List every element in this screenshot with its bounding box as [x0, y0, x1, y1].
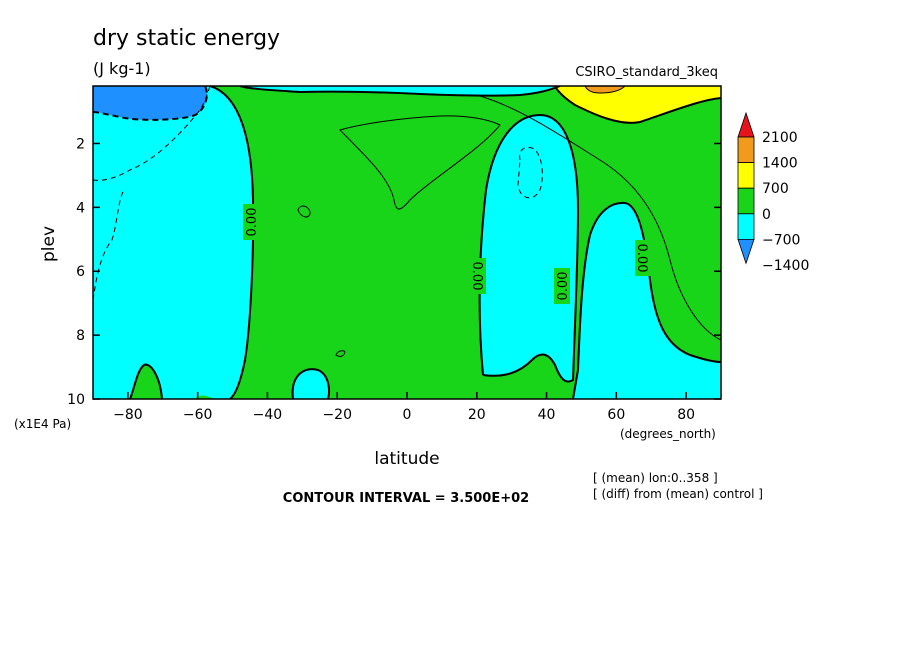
fill-southern-negative [93, 86, 254, 399]
zero-contour-south [209, 86, 255, 399]
x-tick-label: 80 [677, 407, 695, 423]
zero-contour-pocket [291, 368, 330, 399]
y-axis: 2 4 6 8 10 [67, 136, 721, 408]
neg-contour-north-inner [517, 147, 543, 199]
x-tick-label: 60 [607, 407, 625, 423]
colorbar-top-arrow [737, 111, 755, 138]
contour-label-1: 0.00 [245, 208, 260, 237]
y-tick-label: 4 [76, 200, 85, 216]
pos-contour-north [479, 95, 721, 341]
colorbar-label: −700 [762, 232, 800, 248]
chart-title: dry static energy [93, 26, 280, 51]
contour-labels: 0.00 0.00 0.00 0.00 [243, 204, 651, 304]
y-tick-label: 8 [76, 328, 85, 344]
contour-label-2: 0.00 [469, 262, 484, 291]
x-tick-label: 0 [403, 407, 412, 423]
colorbar-label: 0 [762, 207, 771, 223]
fill-negative-pocket-1 [292, 369, 329, 399]
x-axis: −80 −60 −40 −20 0 20 40 60 80 [113, 392, 695, 423]
x-tick-label: −60 [183, 407, 213, 423]
y-axis-units: (x1E4 Pa) [14, 417, 71, 431]
x-tick-label: −20 [322, 407, 352, 423]
colorbar-label: −1400 [762, 258, 809, 274]
contour-fill-layer [93, 86, 721, 399]
x-axis-label: latitude [374, 449, 439, 469]
zero-contour-sw [129, 363, 163, 399]
y-tick-label: 6 [76, 264, 85, 280]
contour-label-4: 0.00 [634, 244, 649, 273]
y-axis-label: plev [39, 226, 59, 262]
fill-northern-negative-2 [573, 202, 721, 399]
contour-label-3: 0.00 [556, 272, 571, 301]
colorbar-segment [737, 187, 755, 215]
fill-northern-negative-1 [479, 115, 578, 382]
fill-north-upper-orange [585, 86, 625, 93]
chart-units: (J kg-1) [93, 59, 151, 78]
neg-contour-south-blue [93, 86, 208, 121]
contour-interval-text: CONTOUR INTERVAL = 3.500E+02 [283, 491, 529, 506]
pos-contour-yellow [554, 86, 721, 124]
colorbar-segment [737, 213, 755, 240]
fill-south-polar-blue [93, 86, 207, 120]
pos-contour-orange [584, 86, 626, 94]
colorbar-segment [737, 136, 755, 164]
x-tick-label: −80 [113, 407, 143, 423]
pos-contour-mid [339, 115, 501, 210]
note-diff-control: [ (diff) from (mean) control ] [593, 487, 763, 501]
note-mean-lon: [ (mean) lon:0..358 ] [593, 471, 718, 485]
zero-contour-north-1 [478, 113, 580, 383]
colorbar-label: 2100 [762, 130, 798, 146]
colorbar-bottom-arrow [737, 238, 755, 265]
neg-contour-lowlevel [93, 189, 125, 301]
fill-north-upper-yellow [555, 86, 721, 123]
x-tick-label: −40 [253, 407, 283, 423]
pos-contour-small-1 [297, 205, 311, 218]
pos-contour-small-2 [335, 350, 346, 357]
zero-contour-north-2 [572, 201, 721, 399]
x-axis-units: (degrees_north) [620, 427, 716, 441]
colorbar: 2100 1400 700 0 −700 −1400 [737, 111, 809, 274]
x-tick-label: 20 [468, 407, 486, 423]
zero-contour-top [239, 86, 561, 97]
contour-line-layer [93, 86, 721, 399]
y-tick-label: 2 [76, 136, 85, 152]
colorbar-label: 1400 [762, 156, 798, 172]
colorbar-label: 700 [762, 181, 789, 197]
y-tick-label: 10 [67, 392, 85, 408]
model-label: CSIRO_standard_3keq [575, 65, 718, 80]
fill-top-negative-band [240, 86, 560, 96]
x-tick-label: 40 [538, 407, 556, 423]
colorbar-segment [737, 162, 755, 189]
